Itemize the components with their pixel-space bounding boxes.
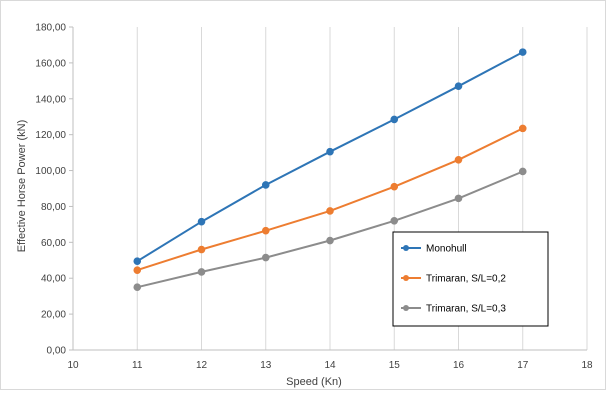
x-tick-label: 14 (324, 360, 336, 371)
series-2-point (390, 182, 399, 191)
y-tick-label: 180,00 (35, 23, 66, 34)
series-2-point (518, 124, 527, 133)
y-tick-label: 40,00 (41, 274, 66, 285)
series-3-point (133, 283, 142, 291)
series-1-point (390, 115, 399, 124)
series-1-point (518, 48, 527, 56)
series-2-point (261, 226, 270, 235)
series-3-point (197, 268, 206, 276)
legend-label-3: Trimaran, S/L=0,3 (426, 304, 506, 315)
y-tick-label: 60,00 (41, 238, 66, 249)
series-1-point (133, 257, 142, 265)
series-2-point (454, 155, 463, 164)
series-3-point (261, 253, 270, 262)
series-1-point (197, 217, 206, 226)
y-tick-label: 140,00 (35, 94, 66, 105)
series-1-point (326, 147, 334, 156)
series-2-point (326, 207, 334, 215)
x-tick-label: 10 (67, 360, 79, 371)
y-tick-label: 100,00 (35, 166, 66, 177)
x-axis-title: Speed (Kn) (286, 376, 342, 388)
axis-layer: 10 11 12 13 14 15 16 17 180,0020,0040,0060,0080,… (35, 23, 593, 372)
y-tick-label: 160,00 (35, 58, 66, 69)
x-tick-label: 11 (132, 360, 143, 371)
series-3-point (326, 236, 334, 245)
series-3-point (518, 167, 527, 176)
series-2-point (197, 245, 206, 254)
y-tick-label: 120,00 (35, 130, 66, 141)
series-3-point (390, 217, 399, 225)
x-tick-label: 13 (260, 360, 272, 371)
series-1-point (454, 82, 463, 91)
x-tick-label: 17 (517, 360, 529, 371)
legend: Monohull Trimaran, S/L=0,2 Trimaran, S/L=0… (392, 231, 549, 327)
legend-marker-3 (403, 305, 409, 311)
series-2-point (133, 266, 142, 274)
y-tick-label: 20,00 (41, 310, 66, 321)
legend-marker-2 (403, 275, 409, 281)
series-1-point (261, 181, 270, 189)
y-tick-label: 80,00 (41, 202, 66, 213)
series-layer (133, 48, 527, 291)
y-tick-label: 0,00 (47, 346, 67, 357)
x-tick-label: 12 (196, 360, 208, 371)
y-axis-title: Effective Horse Power (kN) (16, 120, 28, 252)
legend-label-1: Monohull (426, 244, 467, 255)
x-tick-label: 16 (453, 360, 465, 371)
legend-label-2: Trimaran, S/L=0,2 (426, 274, 506, 285)
series-3-point (454, 194, 463, 203)
x-tick-label: 18 (581, 360, 593, 371)
legend-marker-1 (403, 245, 409, 251)
x-tick-label: 15 (389, 360, 401, 371)
